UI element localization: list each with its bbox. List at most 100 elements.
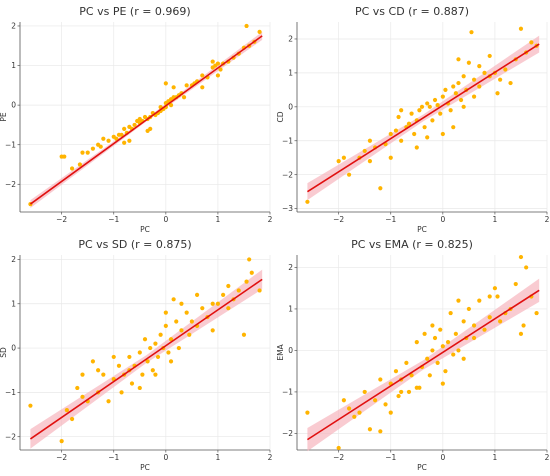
data-point: [482, 70, 487, 75]
data-point: [346, 406, 352, 411]
x-tick-label: −1: [108, 215, 119, 224]
data-point: [114, 136, 119, 141]
data-point: [388, 410, 393, 415]
data-point: [341, 398, 346, 403]
y-tick-label: 1: [288, 305, 293, 314]
data-point: [28, 403, 33, 408]
data-point: [236, 288, 241, 293]
data-point: [362, 389, 367, 395]
data-point: [409, 111, 414, 116]
data-point: [367, 427, 373, 432]
regression-line: [306, 43, 540, 193]
data-point: [518, 331, 524, 336]
data-point: [244, 23, 249, 29]
data-point: [396, 114, 401, 120]
data-point: [59, 439, 64, 444]
data-point: [414, 145, 419, 150]
data-point: [218, 67, 223, 72]
chart-title: PC vs SD (r = 0.875): [78, 238, 191, 251]
data-point: [179, 328, 184, 333]
data-point: [215, 301, 221, 306]
data-point: [399, 108, 404, 113]
data-point: [430, 323, 435, 328]
y-tick-label: −2: [5, 432, 16, 441]
data-point: [432, 335, 438, 341]
data-point: [417, 108, 422, 113]
data-point: [168, 337, 174, 342]
chart-title: PC vs EMA (r = 0.825): [351, 238, 473, 251]
data-point: [445, 340, 451, 345]
data-point: [477, 64, 482, 69]
data-point: [456, 298, 461, 303]
data-point: [226, 283, 231, 289]
y-tick-label: −2: [5, 180, 16, 189]
y-axis-label: PE: [0, 112, 8, 122]
data-point: [62, 154, 67, 159]
data-point: [419, 104, 425, 109]
data-point: [438, 111, 443, 116]
data-point: [451, 84, 456, 89]
data-point: [461, 104, 466, 109]
data-point: [346, 172, 352, 177]
data-point: [373, 398, 378, 403]
data-point: [393, 128, 399, 133]
data-point: [336, 445, 341, 451]
data-point: [155, 354, 161, 360]
chart-panel-1: −2 −1 0 1 2 −2 −1 0 1 2 PC vs PE (r = 0.969) PC PE: [0, 5, 273, 234]
data-point: [456, 348, 461, 353]
data-point: [524, 265, 529, 270]
data-point: [453, 331, 458, 336]
x-axis-label: PC: [140, 463, 150, 472]
x-tick-label: −2: [333, 453, 344, 462]
data-point: [440, 381, 445, 386]
y-tick-label: −1: [282, 136, 293, 145]
data-point: [127, 354, 132, 360]
data-point: [487, 53, 492, 59]
data-point: [168, 103, 174, 108]
x-tick-label: −1: [108, 453, 119, 462]
data-point: [448, 108, 453, 113]
data-point: [257, 29, 262, 34]
data-point: [430, 348, 435, 353]
data-point: [168, 359, 174, 364]
data-point: [487, 315, 492, 320]
data-point: [406, 121, 412, 126]
data-point: [200, 85, 205, 90]
x-tick-label: 2: [545, 453, 550, 462]
data-point: [142, 337, 148, 342]
y-tick-label: 2: [288, 263, 293, 272]
data-point: [404, 360, 409, 365]
data-point: [440, 94, 445, 99]
data-point: [432, 97, 438, 103]
data-point: [305, 410, 310, 415]
data-point: [393, 369, 399, 374]
data-point: [456, 80, 461, 86]
x-axis-label: PC: [140, 225, 150, 234]
data-point: [503, 67, 508, 72]
data-point: [492, 286, 498, 291]
data-point: [440, 344, 445, 349]
x-axis-label: PC: [417, 225, 427, 234]
data-point: [406, 389, 412, 395]
data-point: [425, 101, 430, 106]
x-tick-label: 2: [268, 215, 273, 224]
data-point: [430, 118, 435, 123]
data-point: [534, 310, 539, 316]
x-tick-label: 2: [545, 215, 550, 224]
data-point: [508, 80, 513, 86]
x-axis-label: PC: [417, 463, 427, 472]
data-point: [414, 340, 419, 345]
data-point: [513, 281, 518, 287]
data-point: [140, 372, 145, 377]
data-point: [101, 136, 106, 141]
data-point: [498, 319, 503, 324]
data-point: [425, 356, 430, 361]
data-point: [435, 360, 440, 365]
x-tick-label: 0: [163, 453, 168, 462]
data-point: [101, 372, 106, 377]
data-point: [518, 26, 524, 31]
data-point: [148, 345, 153, 351]
data-point: [176, 345, 181, 351]
y-tick-label: −3: [282, 204, 293, 213]
data-point: [378, 377, 383, 382]
